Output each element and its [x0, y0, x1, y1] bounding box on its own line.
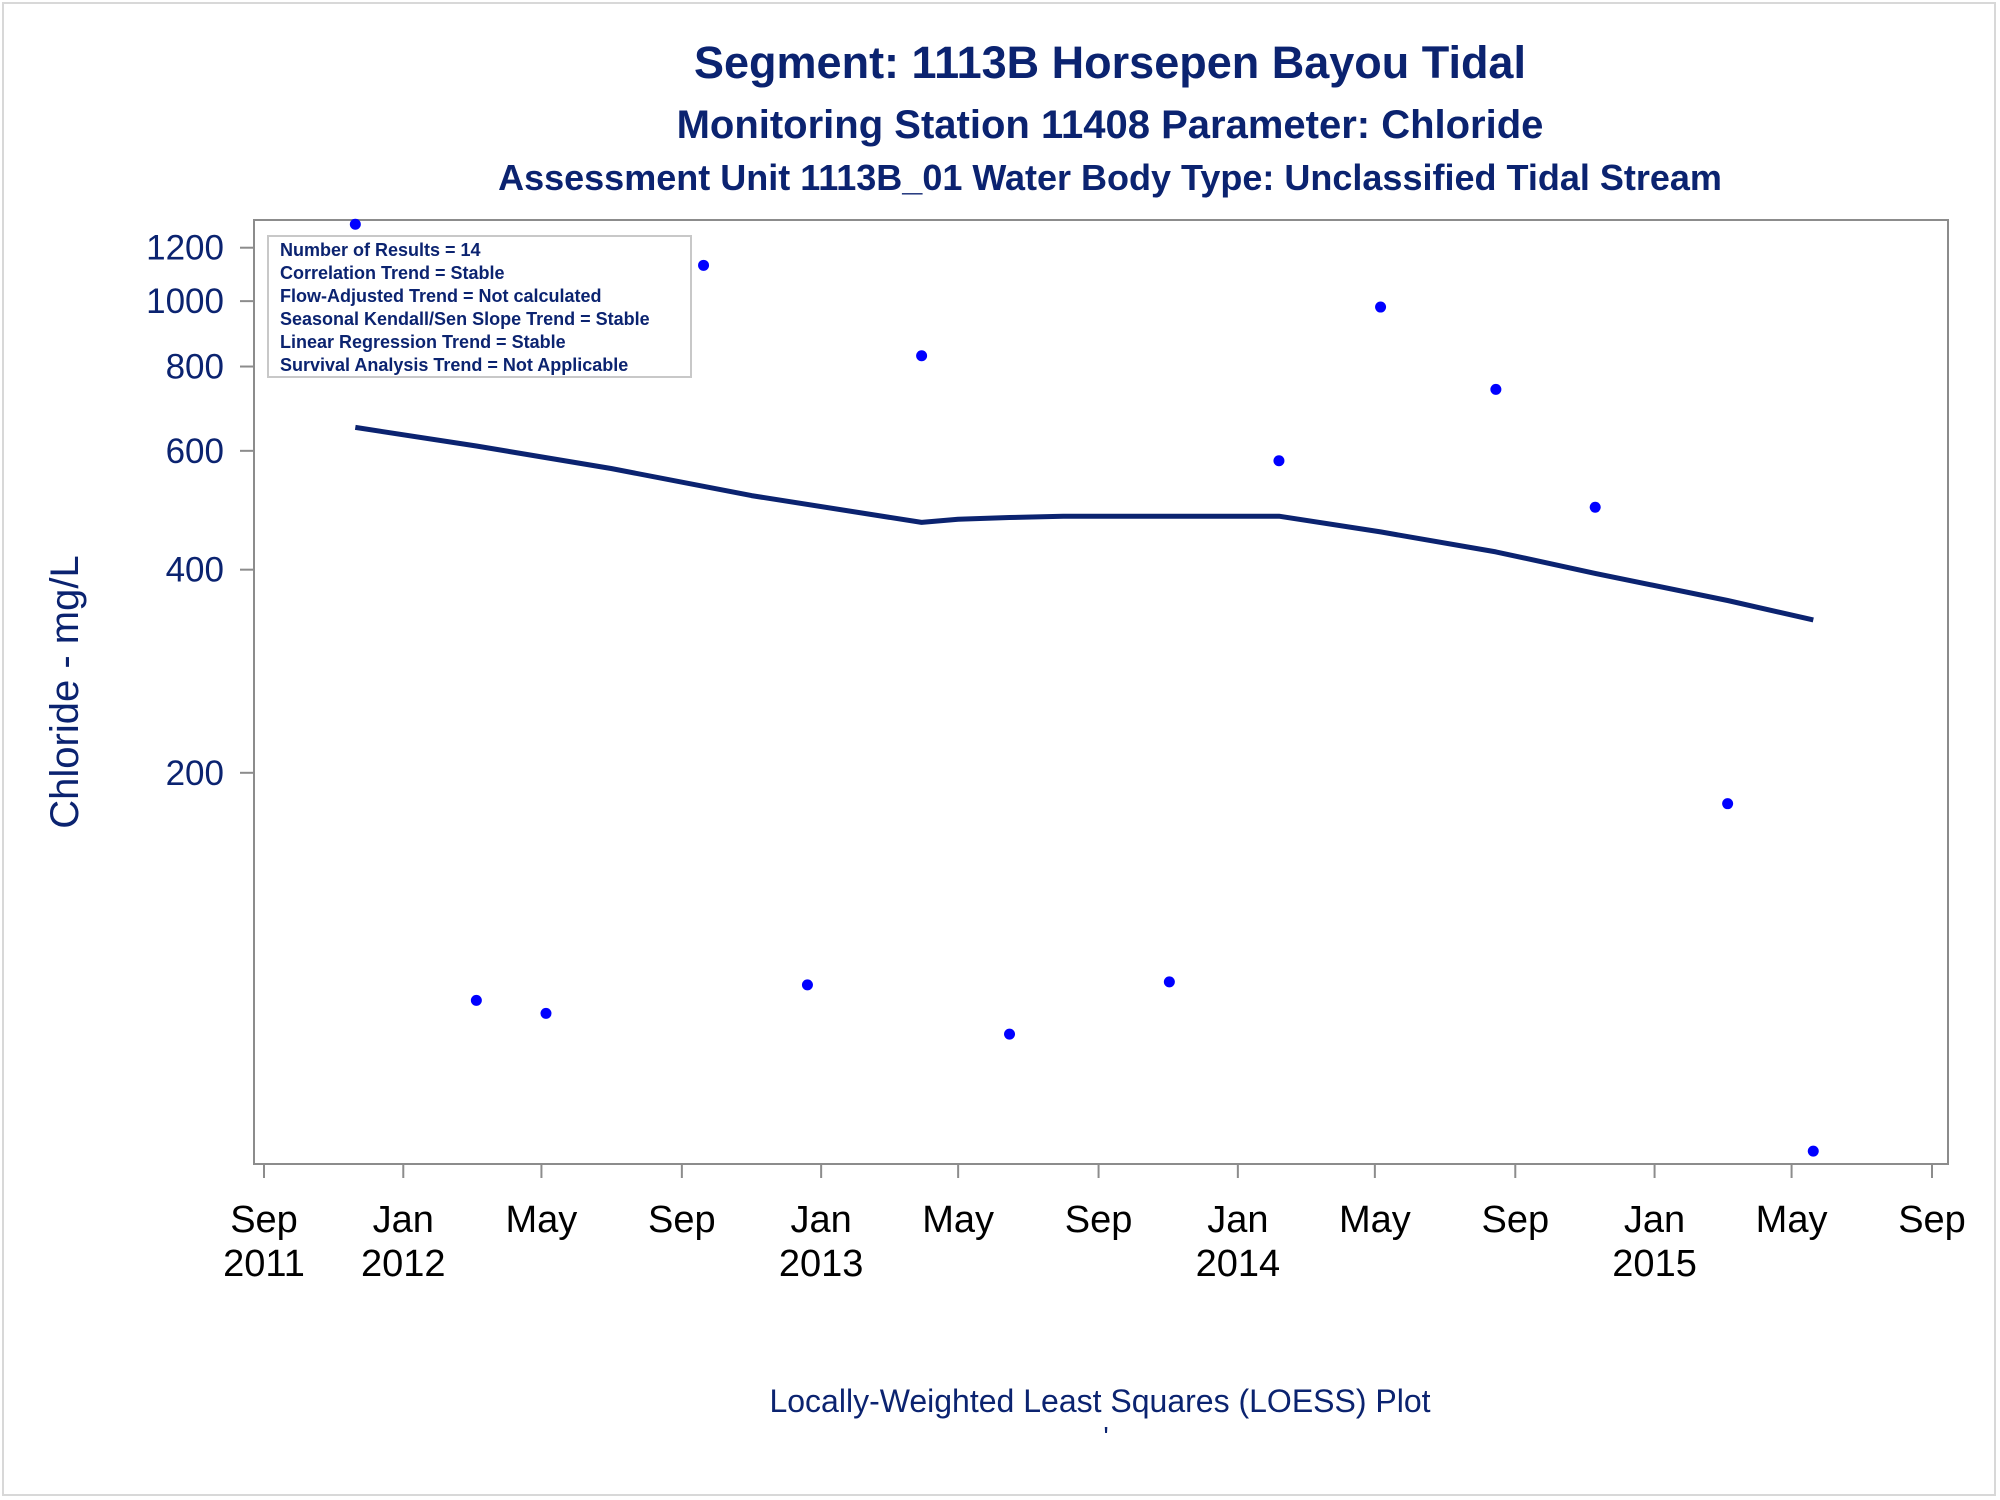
data-point	[1722, 798, 1734, 810]
data-point	[470, 994, 482, 1006]
footer-mark: '	[1103, 1421, 1108, 1452]
y-tick-label: 400	[166, 551, 224, 590]
stats-box	[267, 235, 692, 378]
stats-correlation-trend: Correlation Trend = Stable	[280, 263, 505, 283]
x-tick-year: 2011	[223, 1243, 305, 1285]
x-tick-month: Jan	[791, 1199, 852, 1241]
data-point	[1375, 301, 1387, 313]
x-tick-month: Sep	[1065, 1199, 1133, 1241]
y-axis: 200 400 600 800 1000 1200	[146, 229, 254, 793]
x-tick-year: 2015	[1612, 1243, 1697, 1285]
y-axis-label: Chloride - mg/L	[43, 555, 87, 828]
data-point	[540, 1007, 552, 1019]
title-line-1: Segment: 1113B Horsepen Bayou Tidal	[694, 37, 1526, 88]
x-tick-month: Jan	[1624, 1199, 1685, 1241]
stats-survival-analysis-trend: Survival Analysis Trend = Not Applicable	[280, 355, 628, 375]
y-tick-label: 600	[166, 432, 224, 471]
loess-group	[354, 424, 1814, 623]
y-tick-label: 1200	[146, 229, 224, 268]
title-line-2: Monitoring Station 11408 Parameter: Chlo…	[677, 103, 1544, 147]
y-tick-label: 200	[166, 754, 224, 793]
data-point	[916, 350, 928, 362]
x-tick-month: Jan	[1207, 1199, 1268, 1241]
y-tick-label: 1000	[146, 282, 224, 321]
x-tick-month: May	[1339, 1199, 1411, 1241]
x-tick-year: 2013	[779, 1243, 864, 1285]
footer-label: Locally-Weighted Least Squares (LOESS) P…	[769, 1383, 1430, 1419]
x-tick-month: May	[1756, 1199, 1828, 1241]
stats-flow-adjusted-trend: Flow-Adjusted Trend = Not calculated	[280, 286, 602, 306]
data-point	[801, 979, 813, 991]
x-tick-month: Sep	[1481, 1199, 1549, 1241]
x-tick-month: Sep	[230, 1199, 298, 1241]
x-tick-month: May	[506, 1199, 578, 1241]
x-tick-month: Sep	[1898, 1199, 1966, 1241]
data-point	[1004, 1028, 1016, 1040]
stats-seasonal-kendall-trend: Seasonal Kendall/Sen Slope Trend = Stabl…	[280, 309, 650, 329]
x-tick-year: 2012	[361, 1243, 446, 1285]
x-tick-year: 2014	[1196, 1243, 1281, 1285]
x-tick-month: May	[922, 1199, 994, 1241]
title-line-3: Assessment Unit 1113B_01 Water Body Type…	[498, 157, 1722, 198]
stats-number-of-results: Number of Results = 14	[280, 240, 481, 260]
points-group	[349, 218, 1819, 1157]
data-point	[349, 218, 361, 230]
data-point	[698, 259, 710, 271]
data-point	[1807, 1145, 1819, 1157]
stats-linear-regression-trend: Linear Regression Trend = Stable	[280, 332, 566, 352]
plot-area-border	[253, 219, 1949, 1165]
data-point	[1163, 976, 1175, 988]
loess-line	[354, 424, 1814, 623]
data-point	[1490, 383, 1502, 395]
data-point	[1273, 455, 1285, 467]
data-point	[1589, 501, 1601, 513]
y-tick-label: 800	[166, 348, 224, 387]
x-tick-month: Sep	[648, 1199, 716, 1241]
x-tick-month: Jan	[373, 1199, 434, 1241]
